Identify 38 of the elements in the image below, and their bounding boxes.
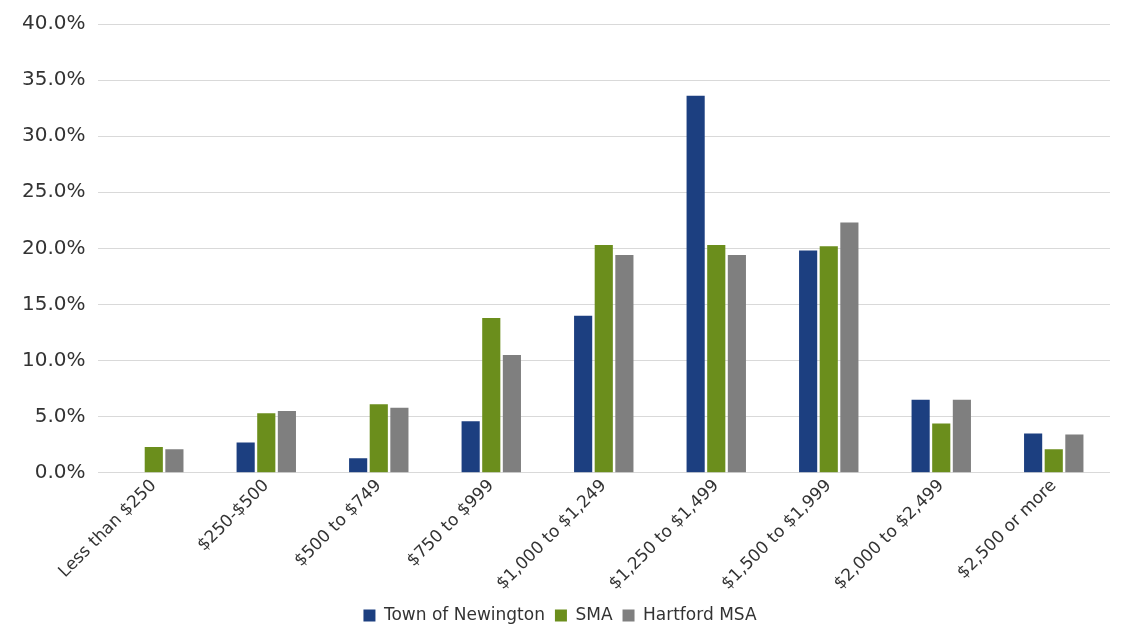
- bar: [840, 222, 859, 473]
- bar: [594, 245, 613, 473]
- y-tick-label: 0.0%: [34, 458, 86, 483]
- bar: [144, 446, 163, 473]
- bar: [390, 407, 409, 473]
- y-tick-label: 35.0%: [21, 66, 86, 91]
- bar: [1065, 434, 1084, 473]
- bar: [482, 317, 501, 473]
- bar: [165, 449, 184, 473]
- bar: [707, 245, 726, 473]
- bar: [727, 255, 746, 473]
- bar: [911, 399, 930, 473]
- bar: [819, 246, 838, 473]
- bar: [932, 423, 951, 473]
- y-tick-label: 15.0%: [21, 290, 86, 315]
- legend-label: SMA: [575, 603, 613, 624]
- legend-label: Town of Newington: [382, 603, 545, 624]
- bar: [461, 421, 480, 473]
- bar: [349, 458, 368, 473]
- bar: [615, 255, 634, 473]
- bar: [236, 442, 255, 473]
- y-tick-label: 40.0%: [21, 10, 86, 35]
- bar: [799, 250, 818, 473]
- bar: [277, 411, 296, 473]
- y-tick-label: 5.0%: [34, 402, 86, 427]
- bar: [369, 404, 388, 473]
- bar: [686, 95, 705, 473]
- y-tick-label: 20.0%: [21, 234, 86, 259]
- bar: [1024, 433, 1043, 473]
- y-tick-label: 10.0%: [21, 346, 86, 371]
- y-tick-label: 30.0%: [21, 122, 86, 147]
- bar: [1044, 449, 1063, 473]
- y-tick-label: 25.0%: [21, 178, 86, 203]
- bar: [952, 399, 971, 473]
- legend-label: Hartford MSA: [643, 603, 757, 624]
- bar: [574, 315, 593, 473]
- bar: [257, 413, 276, 473]
- bar: [502, 354, 521, 473]
